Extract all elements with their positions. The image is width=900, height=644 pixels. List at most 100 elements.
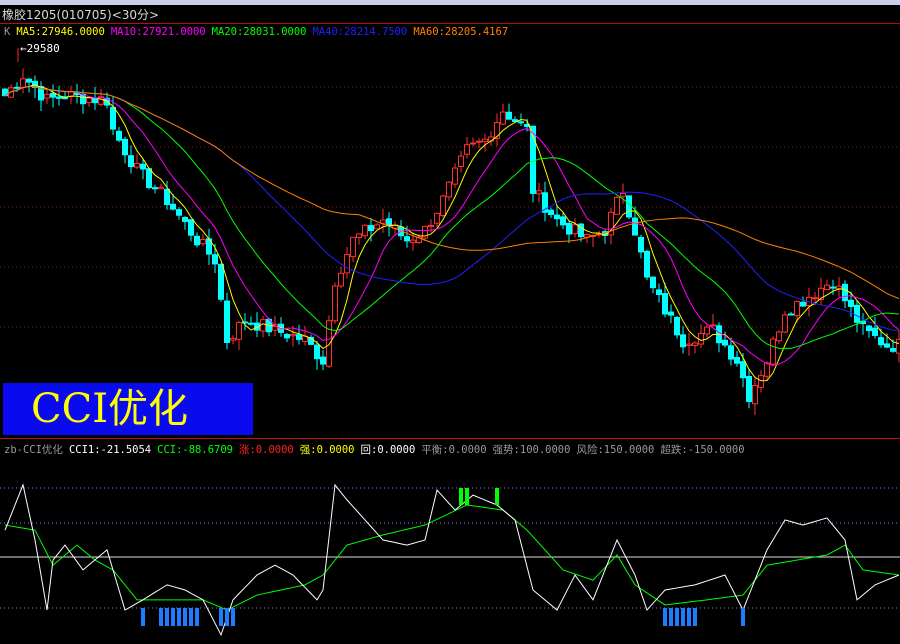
candle-down [308,336,314,345]
candle-down [728,345,734,360]
ma5-line [4,84,900,382]
candle-up [332,285,338,322]
candle-down [368,225,374,232]
sell-signal-bar [495,488,499,505]
candle-down [296,334,302,340]
candle-up [470,142,476,145]
candle-down [188,219,194,236]
candle-down [26,78,32,83]
candle-up [782,314,788,333]
candle-down [224,300,230,343]
candle-up [422,225,428,239]
candle-down [506,111,512,120]
cci-legend-item: CCI:-88.6709 [157,444,233,456]
buy-signal-bar [141,608,145,626]
candle-up [44,93,50,99]
candle-down [668,311,674,316]
cci-legend-item: 超跌:-150.0000 [660,444,745,456]
candle-down [638,236,644,253]
candle-up [86,97,92,104]
candle-down [242,321,248,324]
candle-up [692,342,698,346]
sell-signal-bar [459,488,463,505]
cci-legend-item: 回:0.0000 [360,444,416,456]
candle-down [128,155,134,168]
candle-down [404,236,410,242]
candle-down [218,263,224,300]
candle-up [686,343,692,346]
candle-up [98,96,104,105]
candle-up [158,186,164,190]
candle-down [866,325,872,332]
candle-up [536,190,542,195]
candle-down [524,124,530,127]
candle-down [680,334,686,348]
candle-down [176,209,182,216]
candle-down [884,343,890,348]
candle-up [8,87,14,98]
candle-up [824,284,830,291]
candle-up [896,338,900,354]
candle-down [854,304,860,323]
cci-legend-item: 风险:150.0000 [576,444,655,456]
candle-down [878,337,884,346]
candle-up [698,332,704,345]
ma40-line [4,85,900,332]
buy-signal-bar [171,608,175,626]
ma10-line [4,85,900,366]
candle-up [440,195,446,216]
ma-legend-item: MA10:27921.0000 [110,26,206,38]
candle-up [416,236,422,244]
candle-up [758,375,764,388]
sell-signal-bar [465,488,469,505]
candle-down [212,254,218,265]
chart-title: 橡胶1205(010705)<30分> [2,8,160,22]
candle-down [848,299,854,307]
candle-up [500,111,506,125]
candle-down [56,96,62,99]
candle-down [152,187,158,190]
candle-down [512,119,518,123]
candle-down [800,301,806,307]
candle-down [38,86,44,101]
buy-signal-bar [219,608,223,626]
cci-legend-item: 平衡:0.0000 [421,444,487,456]
cci1-line [4,483,900,637]
ma-legend-item: MA60:28205.4167 [413,26,509,38]
candle-up [326,320,332,367]
candle-up [464,144,470,155]
buy-signal-bar [675,608,679,626]
candle-up [362,224,368,237]
candle-down [650,276,656,289]
candle-down [164,188,170,206]
candle-up [428,224,434,227]
candle-down [578,223,584,238]
candle-down [788,313,794,316]
candle-down [734,357,740,364]
candle-down [518,121,524,124]
candle-up [620,192,626,197]
candle-up [458,155,464,167]
candle-down [146,168,152,189]
cci-legend: zb-CCI优化 CCI1:-21.5054 CCI:-88.6709 涨:0.000… [4,442,751,457]
candle-down [122,138,128,156]
candle-down [194,235,200,246]
candle-up [338,272,344,287]
panel-divider [0,438,900,439]
candle-down [314,344,320,360]
cci-legend-item: 强:0.0000 [299,444,355,456]
indicator-banner: CCI优化 [3,383,253,435]
candle-up [344,254,350,274]
candle-down [110,106,116,130]
candle-down [722,339,728,346]
candle-down [170,203,176,210]
candle-up [614,196,620,215]
candle-up [290,333,296,337]
candle-up [494,122,500,139]
high-price-marker: ←29580 [20,42,60,55]
candle-down [560,216,566,226]
candle-up [410,239,416,244]
candle-down [656,289,662,296]
candle-up [818,287,824,300]
